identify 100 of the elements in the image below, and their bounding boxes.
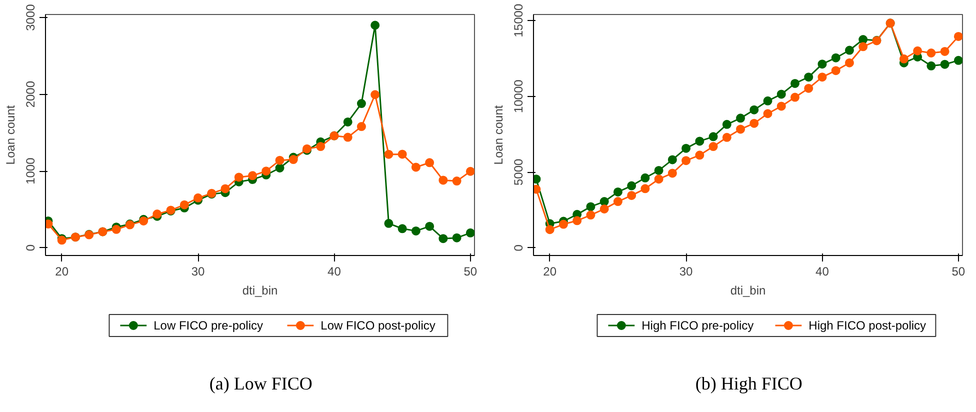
point <box>180 200 189 210</box>
point <box>954 32 962 41</box>
y-tick-label: 15000 <box>512 4 526 38</box>
point <box>248 171 258 180</box>
point <box>831 66 840 76</box>
point <box>220 184 230 194</box>
point <box>750 105 759 114</box>
point <box>926 48 936 58</box>
y-axis-title: Loan count <box>4 104 18 165</box>
point <box>790 92 800 102</box>
point <box>708 132 718 142</box>
x-tick-label: 50 <box>952 264 966 278</box>
point <box>926 61 936 70</box>
point <box>234 172 244 182</box>
point <box>627 181 636 190</box>
point <box>572 216 582 226</box>
point <box>194 193 203 202</box>
point <box>722 132 732 142</box>
x-axis-title: dti_bin <box>730 284 766 298</box>
point <box>275 164 284 172</box>
point <box>708 142 718 152</box>
y-tick-label: 0 <box>512 244 526 252</box>
point <box>695 150 704 160</box>
point <box>452 176 462 186</box>
point <box>954 56 962 65</box>
point <box>425 222 434 231</box>
legend-label: High FICO post-policy <box>808 318 926 332</box>
point <box>776 90 786 99</box>
point <box>682 144 691 153</box>
point <box>545 225 554 234</box>
point <box>411 226 420 236</box>
text: (b) High FICO <box>695 374 802 394</box>
point <box>913 46 922 56</box>
point <box>452 233 462 242</box>
point <box>275 156 284 165</box>
point <box>940 60 950 69</box>
x-tick-label: 40 <box>816 264 830 278</box>
point <box>668 168 677 178</box>
point <box>356 99 366 108</box>
point <box>466 228 474 238</box>
x-tick-label: 30 <box>679 264 694 278</box>
legend-label: Low FICO pre-policy <box>154 318 264 332</box>
point <box>316 142 326 152</box>
point <box>288 155 298 164</box>
point <box>398 224 407 234</box>
x-tick-label: 20 <box>543 264 557 278</box>
point <box>613 197 622 206</box>
y-tick-label: 1000 <box>24 157 38 184</box>
point <box>899 54 908 64</box>
text: (a) Low FICO <box>209 374 312 394</box>
point <box>818 72 827 82</box>
y-tick-label: 5000 <box>512 158 526 186</box>
point <box>558 220 568 229</box>
point <box>818 60 827 69</box>
point <box>613 188 622 196</box>
legend-label: Low FICO post-policy <box>320 318 436 332</box>
point <box>425 158 434 168</box>
x-tick-label: 40 <box>328 264 342 278</box>
point <box>858 42 868 52</box>
point <box>736 114 746 123</box>
x-tick-label: 50 <box>464 264 478 278</box>
point <box>940 46 950 56</box>
point <box>627 190 636 200</box>
point <box>466 166 474 176</box>
point <box>763 109 772 118</box>
point <box>804 84 814 93</box>
point <box>844 46 854 55</box>
point <box>736 124 746 134</box>
point <box>844 58 854 68</box>
point <box>831 53 840 62</box>
point <box>654 166 664 175</box>
point <box>763 96 772 106</box>
point <box>668 155 677 164</box>
point <box>804 72 814 82</box>
x-tick-label: 20 <box>55 264 69 278</box>
x-axis-title: dti_bin <box>242 284 278 298</box>
x-tick-label: 30 <box>191 264 206 278</box>
y-tick-label: 3000 <box>24 4 38 31</box>
point <box>858 35 868 44</box>
point <box>438 234 448 244</box>
point <box>398 150 407 159</box>
point <box>695 136 704 146</box>
point <box>586 202 596 212</box>
y-tick-label: 10000 <box>512 79 526 114</box>
point <box>790 78 800 88</box>
legend-label: High FICO pre-policy <box>642 318 754 332</box>
point <box>384 150 394 159</box>
y-tick-label: 0 <box>24 244 38 252</box>
y-axis-title: Loan count <box>492 104 506 165</box>
point <box>600 204 609 214</box>
point <box>262 166 271 176</box>
point <box>384 218 394 228</box>
point <box>343 117 352 126</box>
point <box>370 20 380 30</box>
point <box>640 173 650 182</box>
point <box>370 90 380 100</box>
point <box>586 210 596 220</box>
point <box>682 156 691 166</box>
point <box>600 197 609 206</box>
point <box>654 174 664 184</box>
